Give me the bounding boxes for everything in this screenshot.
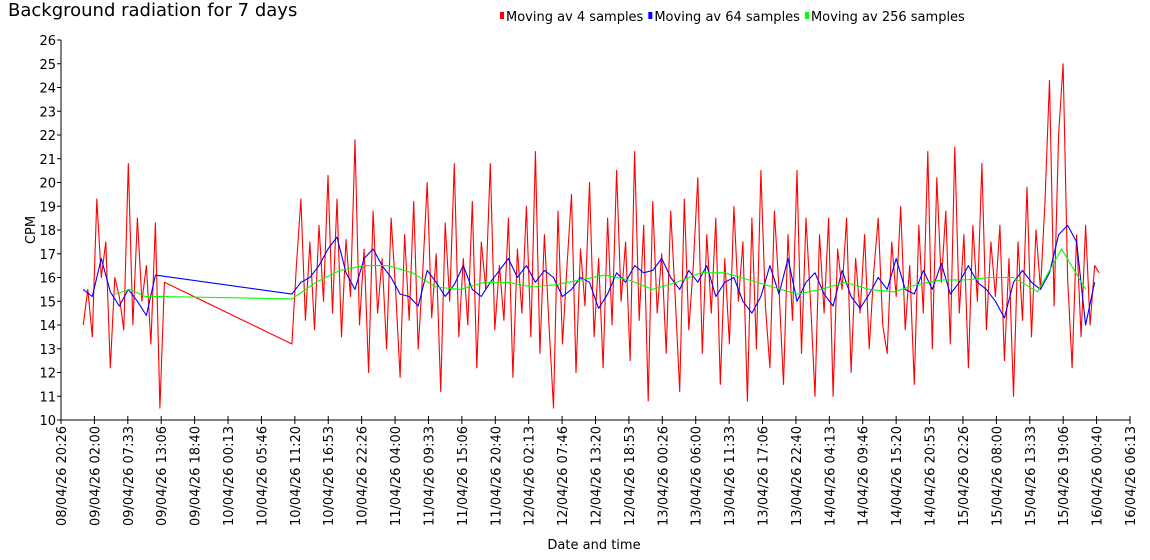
x-tick-label: 09/04/26 18:40 [189,426,204,526]
y-tick-label: 12 [39,367,56,382]
x-tick-label: 13/04/26 17:06 [757,426,772,526]
x-tick-label: 13/04/26 11:33 [723,426,738,526]
legend: Moving av 4 samples Moving av 64 samples M… [500,10,965,25]
series-line-2 [82,224,1096,326]
legend-swatch-3 [804,12,809,19]
y-axis-label: CPM [24,216,39,244]
y-tick-label: 24 [39,82,56,97]
x-tick-label: 15/04/26 02:26 [957,426,972,526]
x-tick-label: 13/04/26 00:26 [656,426,671,526]
x-tick-label: 12/04/26 18:53 [623,426,638,526]
y-tick-label: 26 [39,34,56,49]
x-tick-label: 12/04/26 02:13 [523,426,538,526]
y-tick-label: 25 [39,58,56,73]
x-tick-label: 14/04/26 15:20 [890,426,905,526]
y-tick-label: 17 [39,248,56,263]
x-tick-label: 15/04/26 08:00 [990,426,1005,526]
x-tick-label: 10/04/26 16:53 [322,426,337,526]
x-tick-label: 10/04/26 11:20 [289,426,304,526]
y-tick-label: 19 [39,200,56,215]
x-tick-label: 12/04/26 13:20 [589,426,604,526]
x-tick-label: 10/04/26 05:46 [255,426,270,526]
x-tick-label: 11/04/26 04:00 [389,426,404,526]
legend-label-3: Moving av 256 samples [811,10,965,25]
y-tick-label: 16 [39,272,56,287]
legend-label-1: Moving av 4 samples [506,10,644,25]
x-tick-label: 09/04/26 07:33 [122,426,137,526]
x-tick-label: 14/04/26 20:53 [924,426,939,526]
y-tick-label: 10 [39,414,56,429]
x-tick-label: 16/04/26 06:13 [1124,426,1139,526]
x-tick-label: 12/04/26 07:46 [556,426,571,526]
series-line-3 [114,248,1087,300]
y-tick-label: 18 [39,224,56,239]
y-tick-label: 23 [39,105,56,120]
axes: 10 11 12 13 14 15 16 17 18 19 20 21 22 23 24 25 26 08/04/… [39,34,1139,526]
x-axis-label: Date and time [547,538,640,553]
x-tick-label: 15/04/26 19:06 [1057,426,1072,526]
x-tick-label: 10/04/26 00:13 [222,426,237,526]
y-tick-label: 15 [39,295,56,310]
x-tick-label: 14/04/26 04:13 [823,426,838,526]
legend-label-2: Moving av 64 samples [654,10,800,25]
y-tick-label: 11 [39,390,56,405]
y-tick-label: 21 [39,153,56,168]
legend-swatch-1 [500,12,504,19]
legend-swatch-2 [648,12,653,19]
x-tick-label: 13/04/26 22:40 [790,426,805,526]
x-tick-label: 11/04/26 09:33 [422,426,437,526]
x-tick-label: 08/04/26 20:26 [55,426,70,526]
x-tick-label: 09/04/26 02:00 [88,426,103,526]
x-tick-label: 11/04/26 20:40 [489,426,504,526]
x-tick-label: 09/04/26 13:06 [155,426,170,526]
x-tick-label: 10/04/26 22:26 [356,426,371,526]
y-tick-label: 13 [39,343,56,358]
series-lines [82,63,1100,409]
x-tick-label: 11/04/26 15:06 [456,426,471,526]
chart-title: Background radiation for 7 days [8,0,297,21]
x-tick-label: 15/04/26 13:33 [1024,426,1039,526]
x-tick-label: 16/04/26 00:40 [1091,426,1106,526]
x-tick-label: 13/04/26 06:00 [690,426,705,526]
series-line-1 [82,63,1100,409]
x-tick-label: 14/04/26 09:46 [857,426,872,526]
y-tick-label: 22 [39,129,56,144]
y-tick-label: 14 [39,319,56,334]
y-tick-label: 20 [39,177,56,192]
